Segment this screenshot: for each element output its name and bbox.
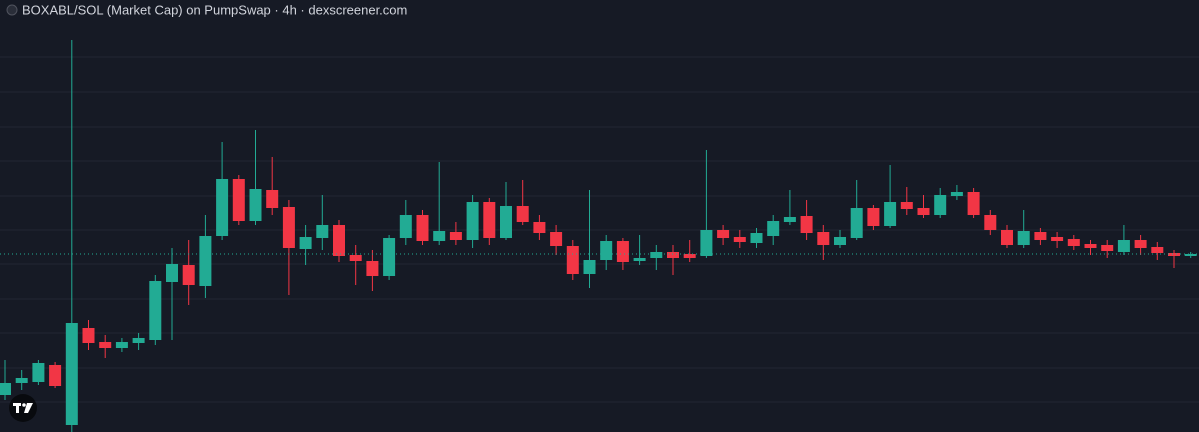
chart-title: BOXABL/SOL (Market Cap) on PumpSwap · 4h… (22, 2, 407, 17)
candle-body (583, 260, 596, 274)
candle-body (333, 225, 345, 256)
candle-body (149, 281, 162, 340)
candle-body (383, 238, 396, 276)
candle-body (616, 241, 629, 262)
candles (0, 40, 1199, 432)
candle-body (266, 190, 279, 208)
candle-body (900, 202, 913, 209)
candle-body (783, 217, 796, 222)
candle-body (249, 189, 262, 221)
candle-body (1034, 232, 1047, 240)
candle-body (115, 342, 128, 348)
candle-body (1051, 237, 1064, 241)
candle-body (232, 179, 245, 221)
candle-body (600, 241, 613, 260)
candle-body (934, 195, 947, 215)
logo-part (24, 403, 33, 413)
candle-body (399, 215, 412, 238)
grid (0, 56, 1199, 403)
symbol-icon (6, 4, 18, 16)
candle-body (166, 264, 178, 282)
candle-body (82, 328, 95, 343)
candle-body (216, 179, 229, 236)
logo-bg (9, 394, 37, 422)
logo-part (22, 403, 26, 407)
candle-body (733, 237, 746, 242)
candle-body (750, 233, 763, 243)
candle-body (1117, 240, 1130, 252)
candle-body (282, 207, 295, 248)
candle-body (884, 202, 897, 226)
candle-body (1134, 240, 1147, 248)
candle-body (349, 255, 362, 261)
candle-body (132, 338, 145, 343)
candle-body (683, 254, 696, 258)
candle-body (917, 208, 930, 215)
candle-body (667, 252, 679, 258)
candle-body (366, 261, 379, 276)
candle-body (633, 258, 646, 261)
candle-body (1184, 254, 1197, 256)
candle-body (1067, 239, 1080, 246)
candle-body (433, 231, 446, 241)
candle-body (800, 216, 813, 233)
candle-body (199, 236, 212, 286)
candle-body (0, 383, 11, 395)
candle-body (834, 237, 846, 245)
candle-body (717, 230, 730, 238)
candle-body (316, 225, 329, 238)
candle-body (65, 323, 78, 425)
candle-body (700, 230, 713, 256)
candle-body (867, 208, 880, 226)
candle-body (32, 363, 45, 382)
candle-body (466, 202, 479, 240)
candle-body (1084, 244, 1097, 248)
candle-body (299, 237, 312, 249)
candle-body (182, 265, 195, 285)
tv-logo (9, 394, 37, 422)
candle-body (850, 208, 863, 238)
candle-body (1001, 230, 1013, 245)
candle-body (1151, 247, 1164, 253)
candle-body (984, 215, 997, 230)
candle-body (1017, 231, 1030, 245)
candle-body (449, 232, 462, 240)
candle-body (550, 232, 563, 246)
candle-body (950, 192, 963, 196)
candle-body (15, 378, 28, 383)
candle-body (99, 342, 112, 348)
candle-body (767, 221, 780, 236)
candle-body (967, 192, 980, 215)
candle-body (49, 365, 62, 386)
candle-body (500, 206, 512, 238)
candle-body (1101, 245, 1114, 251)
candle-body (516, 206, 529, 222)
candle-body (416, 215, 429, 241)
candle-body (1168, 253, 1180, 256)
candle-body (566, 246, 579, 274)
logo-part (16, 403, 19, 413)
candle-body (483, 202, 496, 238)
candle-body (817, 232, 830, 245)
candle-body (533, 222, 546, 233)
candle-body (650, 252, 663, 258)
